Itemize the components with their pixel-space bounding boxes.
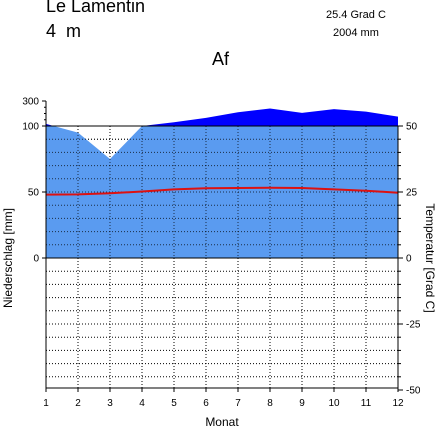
precipitation-humid-area [46, 108, 398, 126]
station-elevation: 4 m [46, 21, 82, 41]
month-tick-label: 4 [139, 398, 145, 409]
month-tick-label: 9 [299, 398, 305, 409]
axes [42, 100, 403, 392]
y-axis-label-temperature: Temperatur [Grad C] [423, 203, 437, 312]
month-tick-label: 2 [75, 398, 81, 409]
y-axis-label-precipitation: Niederschlag [mm] [1, 208, 15, 308]
temperature-line [45, 186, 399, 196]
month-tick-label: 8 [267, 398, 273, 409]
right-tick-label: 0 [406, 254, 412, 265]
mean-temperature: 25.4 Grad C [326, 9, 386, 21]
month-tick-label: 1 [43, 398, 49, 409]
left-tick-label: 0 [33, 254, 39, 265]
month-tick-label: 12 [392, 398, 404, 409]
precipitation-area [46, 126, 398, 258]
right-tick-label: 25 [406, 188, 418, 199]
month-tick-label: 11 [361, 398, 372, 409]
month-tick-label: 3 [107, 398, 113, 409]
annual-precipitation: 2004 mm [333, 27, 379, 39]
x-axis-label: Monat [205, 415, 239, 429]
left-tick-label: 100 [22, 122, 39, 133]
station-name: Le Lamentin [46, 0, 146, 16]
month-tick-label: 6 [203, 398, 209, 409]
month-tick-label: 5 [171, 398, 177, 409]
grid-overlay [46, 126, 398, 258]
precipitation-areas [46, 108, 398, 258]
left-tick-label: 300 [22, 97, 39, 108]
month-tick-label: 7 [235, 398, 241, 409]
right-tick-label: 50 [406, 122, 418, 133]
right-tick-label: -50 [406, 386, 421, 397]
right-tick-label: -25 [406, 320, 421, 331]
month-tick-label: 10 [328, 398, 340, 409]
left-tick-label: 50 [28, 188, 40, 199]
climate-class: Af [212, 49, 230, 69]
